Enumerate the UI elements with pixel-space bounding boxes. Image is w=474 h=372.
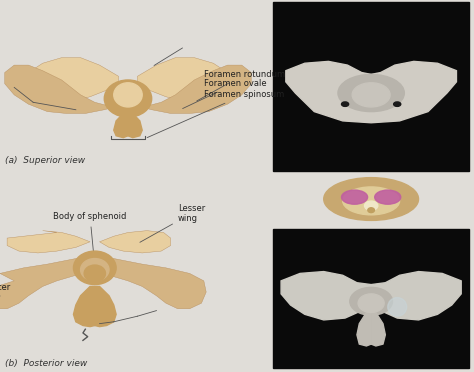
Text: Body of sphenoid: Body of sphenoid [54,212,127,263]
Polygon shape [7,231,90,253]
Text: (b)  Posterior view: (b) Posterior view [5,359,87,368]
Ellipse shape [358,294,384,312]
Ellipse shape [341,190,368,204]
Text: (a)  Superior view: (a) Superior view [5,156,85,165]
Ellipse shape [324,177,419,220]
Text: Greater
wing: Greater wing [0,283,11,302]
Ellipse shape [365,201,378,211]
Ellipse shape [104,80,152,117]
Polygon shape [371,312,385,346]
Polygon shape [286,61,456,123]
Polygon shape [104,257,206,309]
Text: Foramen rotundum: Foramen rotundum [197,70,285,101]
Polygon shape [95,286,116,327]
Text: Lesser
wing: Lesser wing [140,204,205,242]
Bar [273,2,469,171]
Text: Foramen spinosum: Foramen spinosum [147,90,284,138]
Polygon shape [137,58,232,102]
Polygon shape [100,231,171,253]
Polygon shape [0,257,85,309]
Ellipse shape [350,287,392,315]
Polygon shape [114,113,128,138]
Ellipse shape [14,68,34,88]
Ellipse shape [73,251,116,285]
Polygon shape [128,113,142,138]
Polygon shape [5,65,118,113]
Ellipse shape [84,265,105,282]
Polygon shape [281,272,461,320]
Polygon shape [24,58,119,102]
Polygon shape [357,312,371,346]
Ellipse shape [368,208,374,213]
Bar [273,229,469,368]
Text: Foramen ovale: Foramen ovale [182,79,266,109]
Ellipse shape [393,102,401,106]
Ellipse shape [338,74,404,112]
Ellipse shape [341,102,348,106]
Ellipse shape [374,190,401,204]
Ellipse shape [81,259,109,281]
Ellipse shape [343,187,400,215]
Ellipse shape [352,83,390,107]
Polygon shape [73,286,95,327]
Polygon shape [137,65,251,113]
Ellipse shape [114,83,142,107]
Ellipse shape [388,298,407,316]
